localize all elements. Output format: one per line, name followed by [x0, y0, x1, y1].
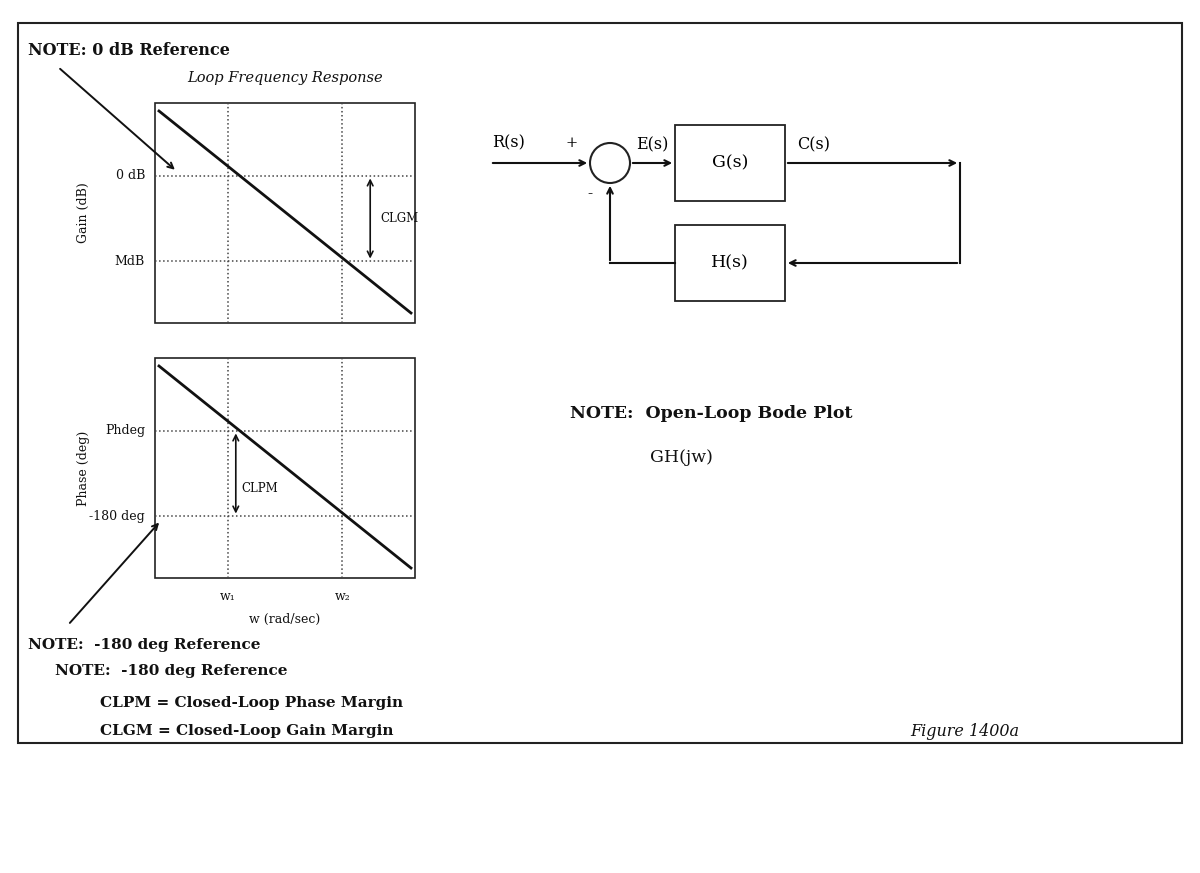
- FancyBboxPatch shape: [155, 103, 415, 323]
- Text: 0 dB: 0 dB: [115, 169, 145, 182]
- Text: w₁: w₁: [220, 590, 235, 603]
- Text: R(s): R(s): [492, 134, 524, 151]
- Text: Phase (deg): Phase (deg): [77, 430, 90, 505]
- Text: CLPM: CLPM: [242, 482, 278, 495]
- Text: NOTE:  Open-Loop Bode Plot: NOTE: Open-Loop Bode Plot: [570, 404, 852, 422]
- FancyBboxPatch shape: [674, 225, 785, 301]
- Text: CLGM: CLGM: [380, 212, 419, 225]
- Text: C(s): C(s): [797, 136, 830, 153]
- Text: NOTE:  -180 deg Reference: NOTE: -180 deg Reference: [28, 638, 260, 652]
- Text: E(s): E(s): [636, 136, 668, 153]
- FancyBboxPatch shape: [674, 125, 785, 201]
- Text: Loop Frequency Response: Loop Frequency Response: [187, 71, 383, 85]
- Text: MdB: MdB: [115, 255, 145, 268]
- Text: -180 deg: -180 deg: [89, 510, 145, 523]
- Text: Phdeg: Phdeg: [104, 424, 145, 437]
- Text: Gain (dB): Gain (dB): [77, 182, 90, 244]
- Text: -: -: [588, 187, 593, 201]
- Text: NOTE:  -180 deg Reference: NOTE: -180 deg Reference: [55, 664, 288, 678]
- Text: w₂: w₂: [335, 590, 350, 603]
- Text: Figure 1400a: Figure 1400a: [910, 723, 1019, 739]
- Text: CLPM = Closed-Loop Phase Margin: CLPM = Closed-Loop Phase Margin: [100, 696, 403, 710]
- FancyBboxPatch shape: [155, 358, 415, 578]
- FancyBboxPatch shape: [18, 23, 1182, 743]
- Text: w (rad/sec): w (rad/sec): [250, 613, 320, 626]
- Text: NOTE: 0 dB Reference: NOTE: 0 dB Reference: [28, 43, 230, 59]
- Text: H(s): H(s): [712, 255, 749, 272]
- Text: CLGM = Closed-Loop Gain Margin: CLGM = Closed-Loop Gain Margin: [100, 724, 394, 738]
- Text: G(s): G(s): [712, 155, 748, 171]
- Text: GH(jw): GH(jw): [650, 450, 713, 466]
- Text: +: +: [566, 136, 578, 150]
